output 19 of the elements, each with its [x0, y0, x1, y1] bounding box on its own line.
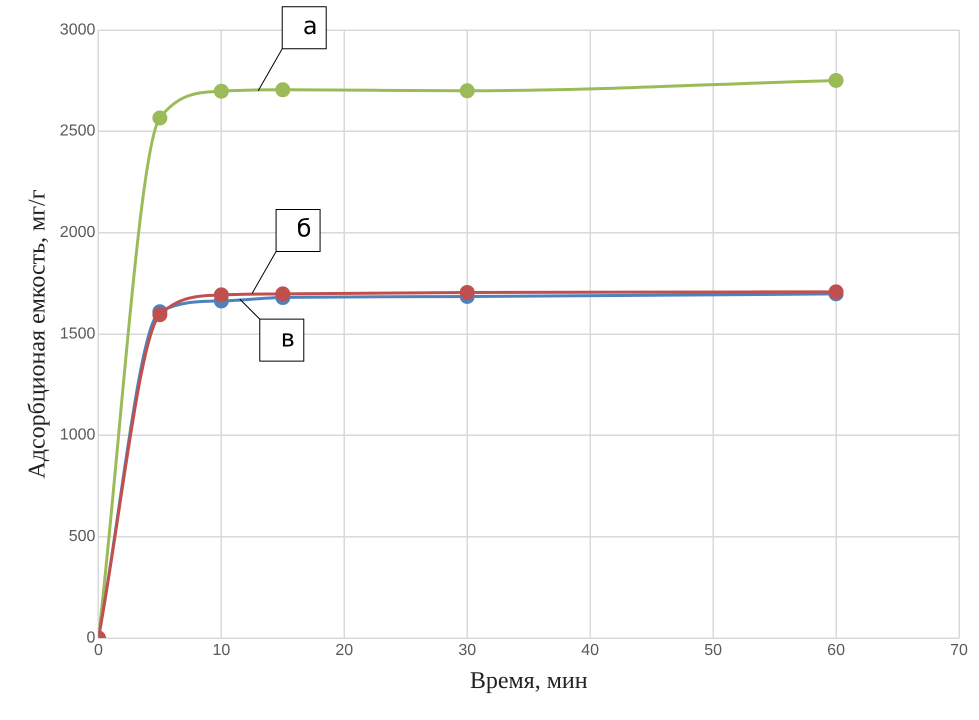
x-tick-label: 60	[827, 642, 846, 660]
y-axis-title: Адсорбционая емкость, мг/г	[24, 189, 51, 479]
x-tick-label: 70	[950, 642, 968, 660]
y-tick-label: 2000	[60, 224, 96, 242]
y-tick-label: 1500	[60, 325, 96, 342]
y-tick-label: 2500	[60, 122, 96, 140]
x-tick-label: 40	[581, 642, 600, 660]
y-tick-label: 500	[68, 528, 96, 546]
x-tick-label: 20	[335, 642, 354, 660]
x-axis-title: Время, мин	[470, 668, 588, 694]
x-tick-label: 30	[458, 642, 476, 660]
x-tick-label: 50	[704, 642, 722, 660]
annotation: а	[302, 12, 318, 40]
x-tick-label: 10	[212, 642, 230, 660]
annotation: в	[280, 324, 295, 352]
y-tick-label: 3000	[60, 21, 96, 38]
y-tick-label: 1000	[60, 426, 96, 444]
y-tick-label: 0	[86, 629, 96, 646]
annotation: б	[296, 214, 312, 243]
